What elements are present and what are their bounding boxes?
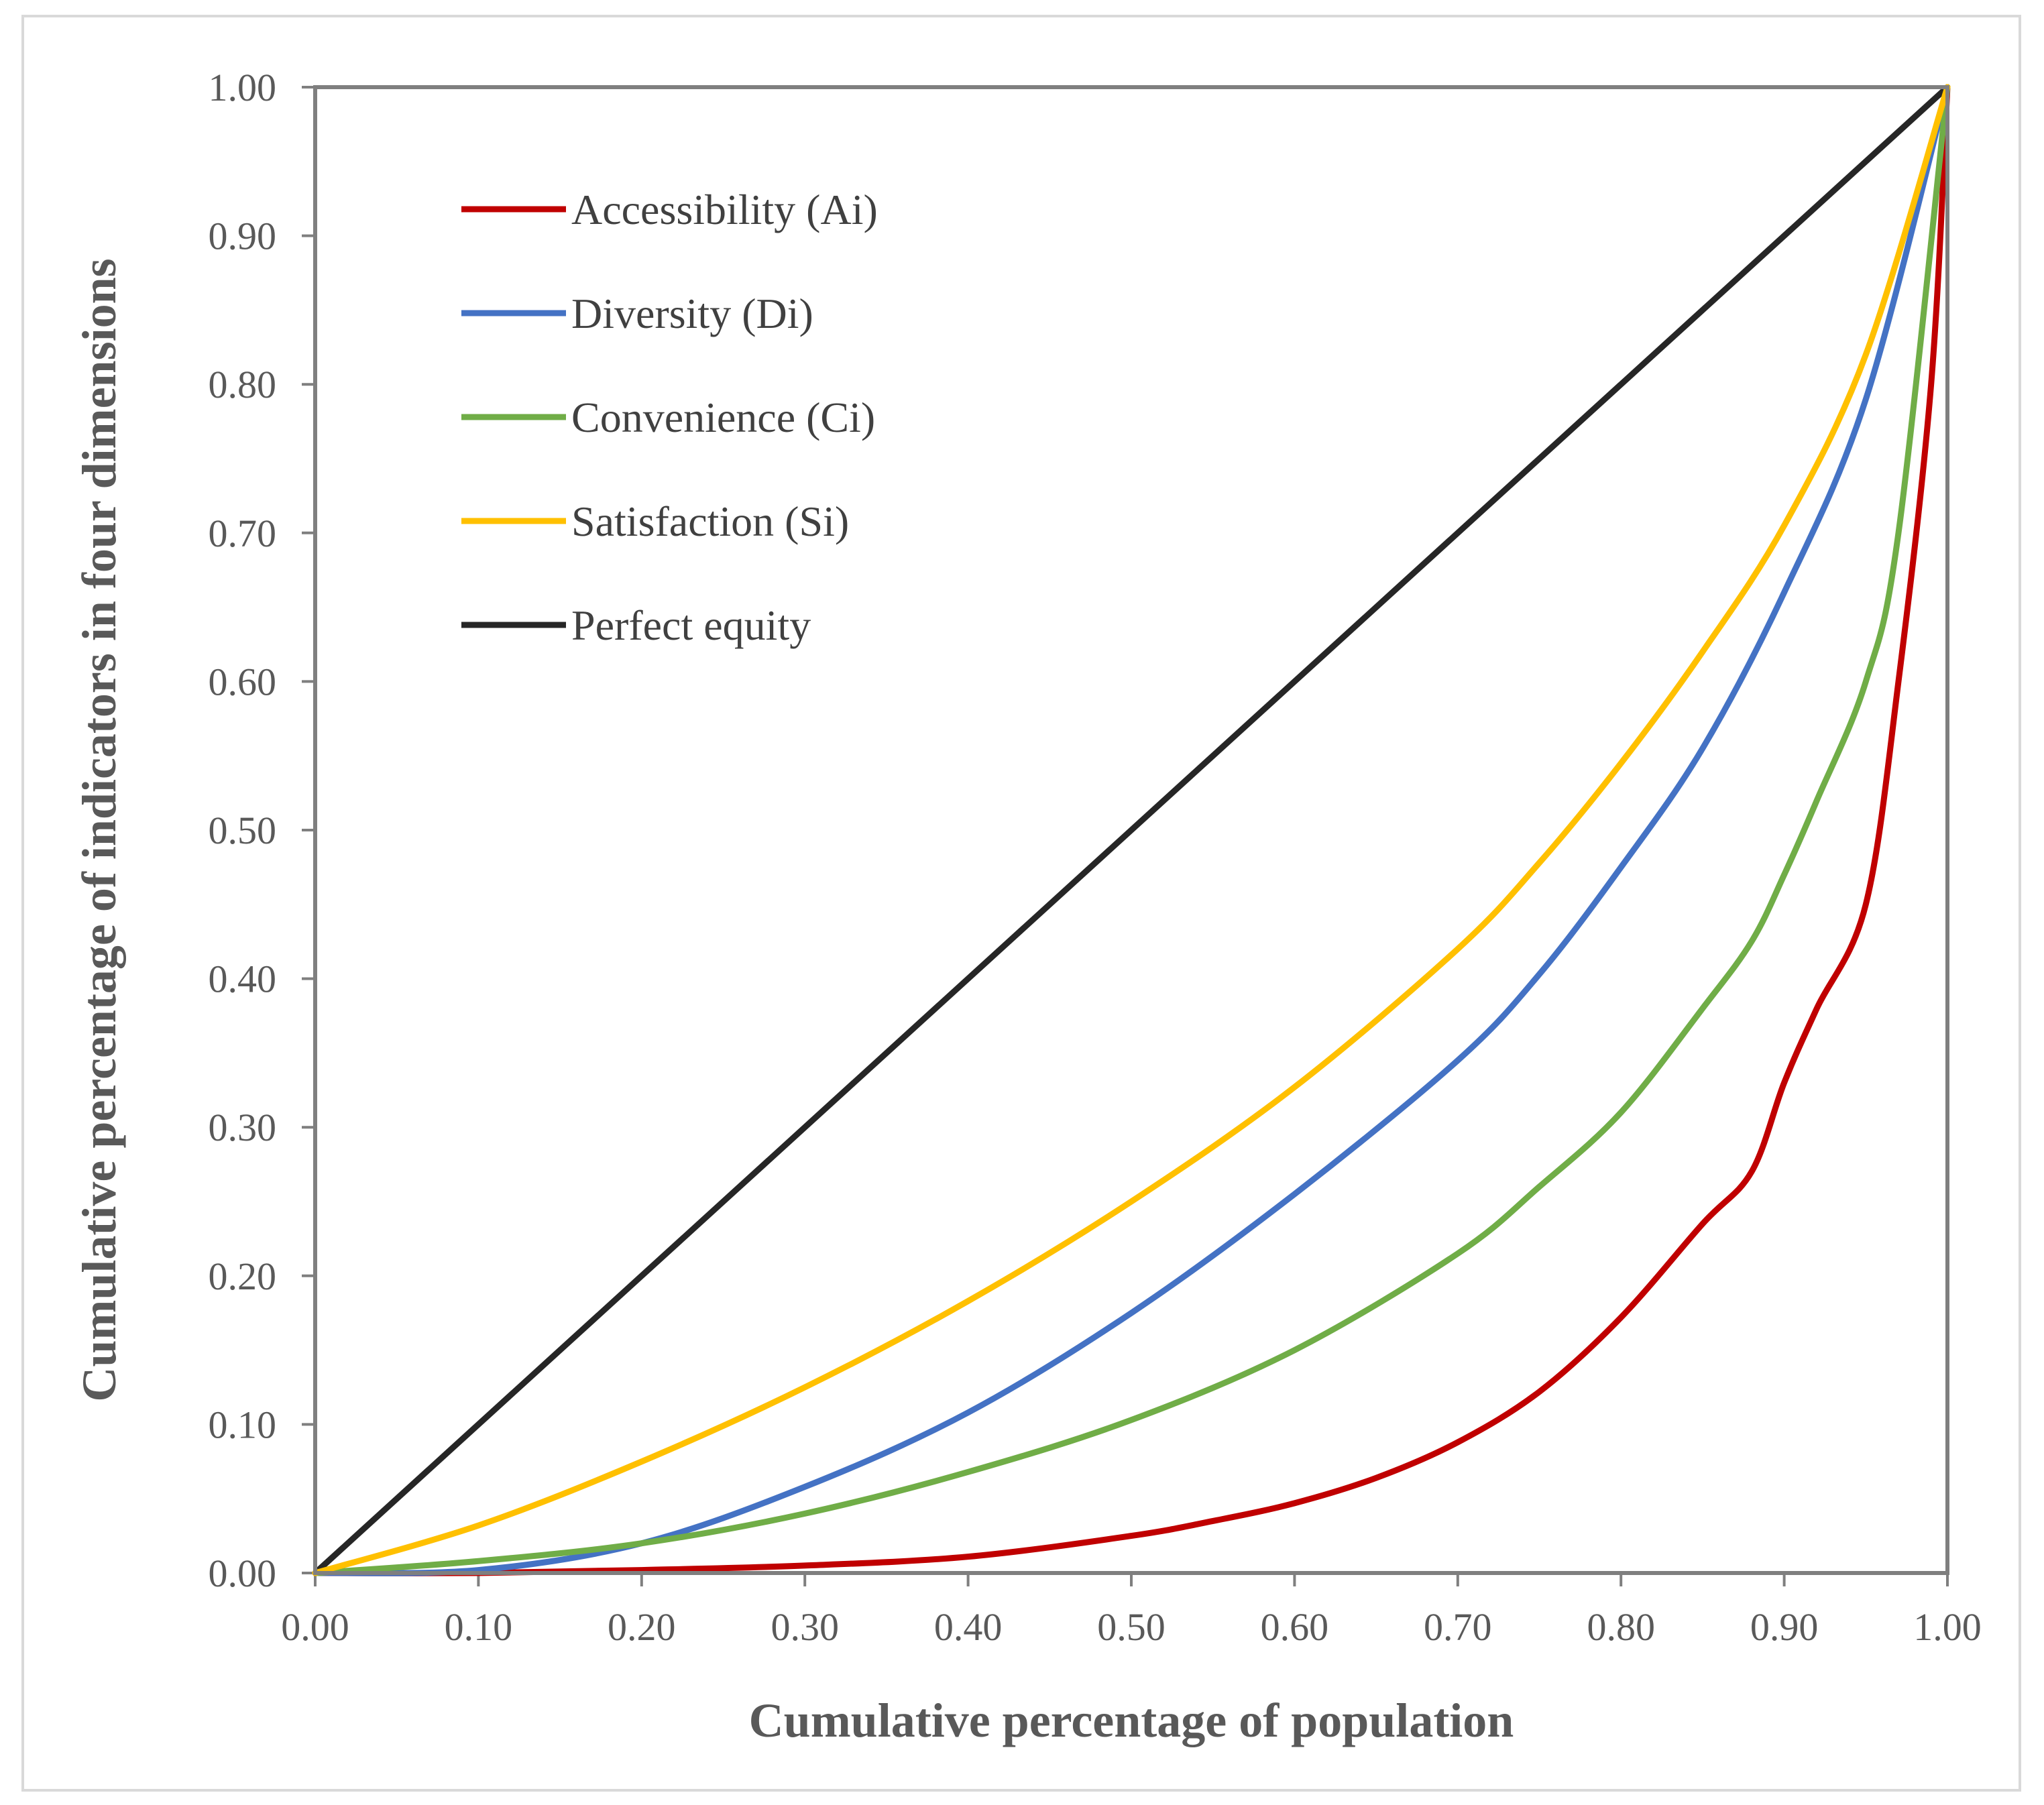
series-line-accessibility bbox=[312, 84, 1951, 1576]
x-tick-label: 0.10 bbox=[445, 1605, 513, 1649]
y-tick-label: 0.50 bbox=[209, 809, 277, 852]
legend-label-perfect-equity: Perfect equity bbox=[571, 601, 811, 649]
y-tick-labels: 0.00 0.10 0.20 0.30 0.40 0.50 0.60 0.70 0.80 0.90… bbox=[209, 66, 315, 1595]
y-tick-label: 0.60 bbox=[209, 660, 277, 703]
y-tick-label: 0.00 bbox=[209, 1552, 277, 1595]
x-tick-label: 0.30 bbox=[771, 1605, 839, 1649]
x-tick-label: 0.20 bbox=[608, 1605, 676, 1649]
x-tick-labels: 0.00 0.10 0.20 0.30 0.40 0.50 0.60 0.70 0.80 0.90… bbox=[281, 1573, 1982, 1649]
y-tick-label: 0.10 bbox=[209, 1403, 277, 1446]
x-tick-label: 0.80 bbox=[1587, 1605, 1655, 1649]
series-line-satisfaction bbox=[312, 84, 1951, 1576]
legend-label-satisfaction: Satisfaction (Si) bbox=[571, 498, 849, 545]
x-tick-label: 0.40 bbox=[934, 1605, 1003, 1649]
legend-label-accessibility: Accessibility (Ai) bbox=[571, 186, 878, 233]
y-tick-label: 0.40 bbox=[209, 957, 277, 1001]
y-tick-label: 0.30 bbox=[209, 1106, 277, 1149]
series-line-diversity bbox=[312, 84, 1951, 1576]
legend-label-diversity: Diversity (Di) bbox=[571, 290, 813, 337]
legend-label-convenience: Convenience (Ci) bbox=[571, 394, 875, 441]
x-tick-label: 0.00 bbox=[281, 1605, 349, 1649]
x-tick-label: 0.60 bbox=[1261, 1605, 1329, 1649]
x-axis-title: Cumulative percentage of population bbox=[749, 1694, 1514, 1747]
x-tick-label: 1.00 bbox=[1913, 1605, 1982, 1649]
y-tick-label: 0.20 bbox=[209, 1255, 277, 1298]
series-line-convenience bbox=[312, 84, 1951, 1576]
x-tick-label: 0.50 bbox=[1097, 1605, 1166, 1649]
x-tick-label: 0.90 bbox=[1750, 1605, 1819, 1649]
plot-area-border bbox=[313, 85, 1949, 1575]
legend: Accessibility (Ai) Diversity (Di) Convenie… bbox=[461, 186, 878, 649]
series-lines bbox=[312, 84, 1951, 1576]
figure-frame bbox=[21, 15, 2021, 1792]
y-tick-label: 0.90 bbox=[209, 215, 277, 258]
y-tick-label: 0.70 bbox=[209, 512, 277, 555]
series-line-perfect-equity bbox=[312, 84, 1951, 1576]
x-tick-label: 0.70 bbox=[1424, 1605, 1492, 1649]
y-tick-label: 1.00 bbox=[209, 66, 277, 109]
y-tick-label: 0.80 bbox=[209, 363, 277, 406]
y-axis-title: Cumulative percentage of indicators in f… bbox=[72, 258, 126, 1401]
